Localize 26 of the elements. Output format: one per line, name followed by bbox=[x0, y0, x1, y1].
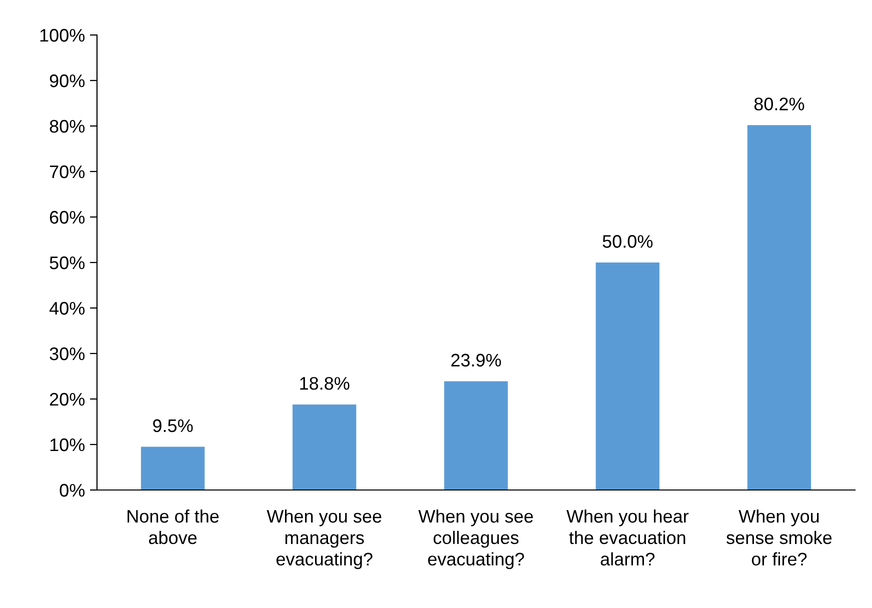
bar bbox=[596, 262, 660, 490]
x-tick-label: When you hear the evacuation alarm? bbox=[566, 509, 689, 566]
bar bbox=[747, 125, 812, 490]
bar bbox=[292, 404, 356, 490]
y-tick-label: 80% bbox=[50, 120, 85, 133]
x-tick-label: None of the above bbox=[128, 509, 219, 544]
y-tick-label: 50% bbox=[50, 256, 85, 270]
bar bbox=[140, 446, 205, 490]
data-label: 50.0% bbox=[602, 235, 653, 248]
y-tick-label: 10% bbox=[50, 438, 85, 452]
data-label: 9.5% bbox=[153, 419, 193, 432]
y-tick-label: 30% bbox=[50, 347, 85, 360]
y-tick-label: 40% bbox=[49, 302, 85, 315]
x-tick-label: When you see managers evacuating? bbox=[266, 509, 382, 570]
data-label: 23.9% bbox=[451, 354, 501, 367]
y-tick-label: 90% bbox=[50, 74, 85, 88]
y-tick-label: 0% bbox=[60, 484, 85, 497]
y-tick-label: 20% bbox=[50, 392, 85, 406]
x-tick-label: When you sense smoke or fire? bbox=[726, 509, 832, 566]
data-label: 80.2% bbox=[754, 98, 804, 110]
data-label: 18.8% bbox=[300, 376, 350, 390]
y-tick-label: 100% bbox=[40, 28, 85, 42]
y-tick-label: 60% bbox=[50, 210, 85, 224]
y-tick-label: 70% bbox=[50, 165, 85, 178]
bar bbox=[444, 381, 508, 490]
x-tick-label: When you see colleagues evacuating? bbox=[418, 509, 533, 570]
